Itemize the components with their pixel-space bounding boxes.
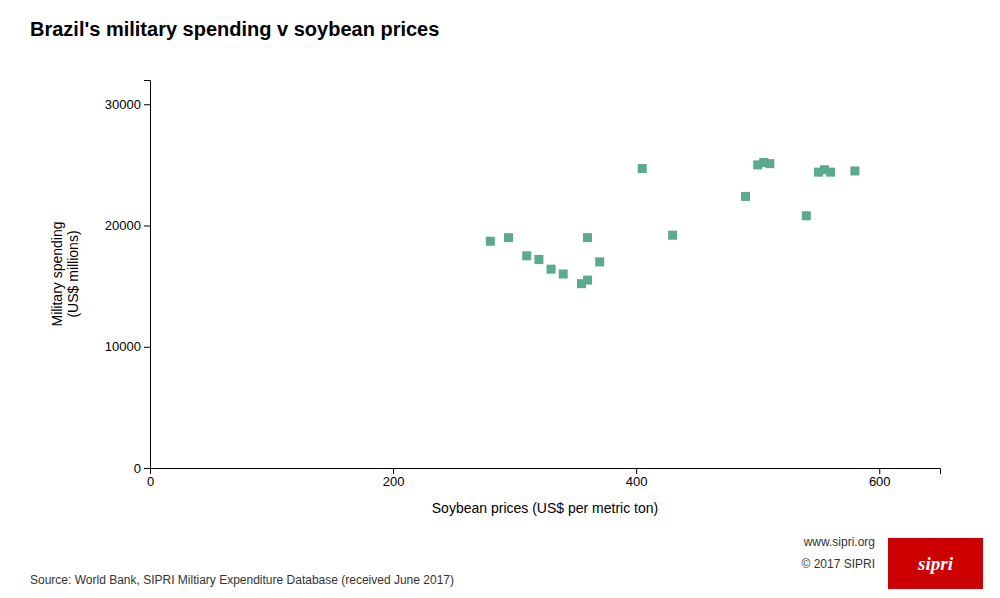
- x-tick: 0: [147, 468, 154, 489]
- x-tick: 200: [383, 468, 405, 489]
- x-tick-label: 0: [147, 474, 154, 489]
- points: [486, 158, 860, 288]
- point: [850, 166, 859, 175]
- point: [765, 159, 774, 168]
- point: [522, 251, 531, 260]
- x-axis: 0 200 400 600: [147, 468, 941, 489]
- y-axis-label: Military spending(US$ millions): [49, 221, 82, 326]
- x-tick-mark: [393, 468, 394, 474]
- point: [583, 233, 592, 242]
- x-axis-line: [151, 469, 941, 475]
- point: [547, 265, 556, 274]
- title: Brazil's military spending v soybean pri…: [30, 18, 439, 40]
- point: [668, 231, 677, 240]
- y-tick: 20000: [105, 218, 150, 233]
- y-axis-line: [144, 81, 151, 469]
- logo-text: sipri: [917, 553, 954, 574]
- x-tick-mark: [636, 468, 637, 474]
- point: [559, 270, 568, 279]
- y-tick-mark: [144, 468, 150, 469]
- y-tick-label: 20000: [105, 218, 141, 233]
- source: Source: World Bank, SIPRI Miltiary Expen…: [30, 573, 454, 587]
- point: [504, 233, 513, 242]
- y-tick-label: 30000: [105, 97, 141, 112]
- y-axis: 0 10000 20000 30000: [105, 81, 151, 476]
- y-tick: 30000: [105, 97, 150, 112]
- x-tick-label: 600: [869, 474, 891, 489]
- chart: Brazil's military spending v soybean pri…: [0, 0, 1000, 598]
- y-tick-mark: [144, 347, 150, 348]
- website: www.sipri.org: [803, 535, 875, 549]
- y-tick-label: 0: [134, 461, 141, 476]
- x-tick: 600: [869, 468, 891, 489]
- point: [741, 192, 750, 201]
- point: [583, 276, 592, 285]
- x-tick-label: 200: [383, 474, 405, 489]
- copyright: © 2017 SIPRI: [801, 557, 875, 571]
- y-tick: 10000: [105, 339, 150, 354]
- x-tick: 400: [626, 468, 648, 489]
- y-tick-mark: [144, 104, 150, 105]
- point: [595, 257, 604, 266]
- plot-area: 0 200 400 600 0 10000 20000 30000: [105, 81, 941, 490]
- y-tick-label: 10000: [105, 339, 141, 354]
- y-tick: 0: [134, 461, 150, 476]
- y-tick-mark: [144, 226, 150, 227]
- point: [826, 168, 835, 177]
- point: [486, 237, 495, 246]
- logo: [888, 538, 983, 589]
- point: [638, 164, 647, 173]
- x-tick-mark: [879, 468, 880, 474]
- point: [534, 255, 543, 264]
- point: [802, 211, 811, 220]
- x-tick-label: 400: [626, 474, 648, 489]
- x-axis-label: Soybean prices (US$ per metric ton): [432, 500, 658, 516]
